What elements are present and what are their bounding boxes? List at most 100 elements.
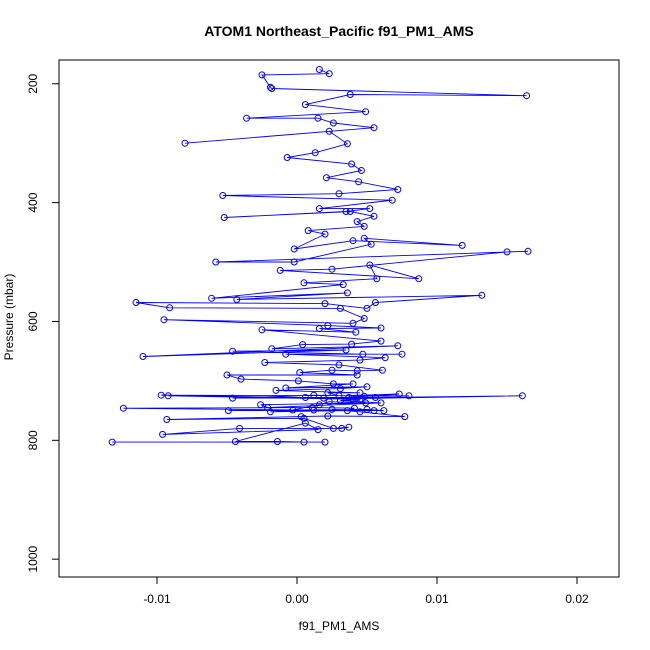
data-point — [324, 389, 332, 397]
data-point — [325, 398, 333, 406]
data-point — [359, 350, 367, 358]
data-point — [321, 300, 329, 308]
data-point — [336, 304, 344, 312]
data-point — [343, 289, 351, 297]
data-point — [349, 319, 357, 327]
data-point — [264, 404, 272, 412]
data-point — [231, 438, 239, 445]
data-point — [363, 405, 371, 413]
data-point — [272, 386, 280, 394]
data-point — [268, 345, 276, 353]
data-point — [335, 392, 343, 400]
data-point — [257, 401, 265, 409]
data-point — [289, 406, 297, 414]
data-point — [166, 304, 174, 312]
data-point — [335, 190, 343, 198]
data-point — [458, 241, 466, 249]
data-point — [315, 205, 323, 213]
data-point — [349, 380, 357, 388]
data-point — [108, 438, 116, 446]
data-point — [362, 399, 370, 407]
x-tick-label: -0.01 — [143, 592, 171, 606]
data-point — [311, 149, 319, 157]
data-point — [355, 178, 363, 186]
data-point — [322, 174, 330, 182]
data-point — [328, 366, 336, 374]
data-point — [377, 399, 385, 407]
data-point — [273, 438, 281, 445]
x-tick-label: 0.02 — [565, 592, 589, 606]
data-point — [336, 385, 344, 393]
data-point — [301, 101, 309, 109]
data-layer — [108, 66, 532, 446]
data-point — [405, 392, 413, 400]
data-point — [335, 361, 343, 369]
data-point — [388, 196, 396, 204]
y-tick-label: 200 — [26, 73, 40, 93]
data-point — [345, 423, 353, 431]
plot-frame — [58, 59, 620, 578]
data-point — [325, 127, 333, 135]
data-point — [381, 354, 389, 362]
data-point — [219, 192, 227, 199]
data-point — [315, 66, 323, 73]
data-point — [261, 359, 269, 366]
data-point — [310, 391, 318, 399]
data-point — [321, 230, 329, 238]
data-point — [336, 397, 344, 404]
data-point — [283, 154, 291, 161]
data-point — [345, 394, 353, 401]
data-point — [290, 258, 298, 266]
data-point — [159, 430, 167, 438]
data-point — [329, 119, 337, 127]
y-tick-label: 400 — [26, 192, 40, 212]
data-point — [157, 391, 165, 399]
data-point — [342, 208, 350, 215]
data-point — [343, 407, 351, 415]
data-point — [297, 413, 305, 421]
data-point — [266, 83, 274, 91]
data-point — [360, 392, 368, 400]
data-point — [360, 222, 368, 230]
data-point — [352, 328, 360, 336]
data-point — [378, 366, 386, 374]
data-point — [119, 404, 127, 412]
data-point — [229, 347, 237, 355]
data-point — [315, 325, 323, 333]
data-point — [329, 380, 337, 388]
data-point — [356, 408, 364, 416]
data-point — [394, 342, 402, 350]
axes-layer: -0.01 0.00 0.01 0.02 200 400 600 800 1000 — [26, 73, 589, 606]
data-point — [229, 394, 237, 402]
data-point — [370, 212, 378, 220]
data-point — [132, 299, 140, 306]
data-point — [294, 377, 302, 385]
data-point — [339, 281, 347, 289]
data-point — [237, 375, 245, 383]
data-point — [503, 248, 511, 256]
data-point — [258, 326, 266, 334]
data-point — [348, 160, 356, 168]
data-point — [363, 383, 371, 391]
y-axis-label: Pressure (mbar) — [2, 274, 16, 361]
data-point — [360, 315, 368, 322]
data-point — [338, 424, 346, 432]
data-point — [314, 426, 322, 434]
x-axis-label: f91_PM1_AMS — [299, 619, 380, 633]
data-point — [181, 139, 189, 147]
data-point — [296, 369, 304, 377]
data-point — [328, 265, 336, 273]
data-point — [321, 438, 329, 446]
data-point — [160, 316, 168, 324]
data-point — [325, 70, 333, 78]
data-point — [380, 407, 388, 415]
data-point — [233, 296, 241, 303]
data-point — [350, 404, 358, 412]
data-point — [346, 208, 354, 215]
data-point — [371, 299, 379, 306]
data-point — [353, 371, 361, 379]
data-point — [366, 261, 374, 269]
data-point — [314, 114, 322, 122]
data-point — [353, 218, 361, 226]
